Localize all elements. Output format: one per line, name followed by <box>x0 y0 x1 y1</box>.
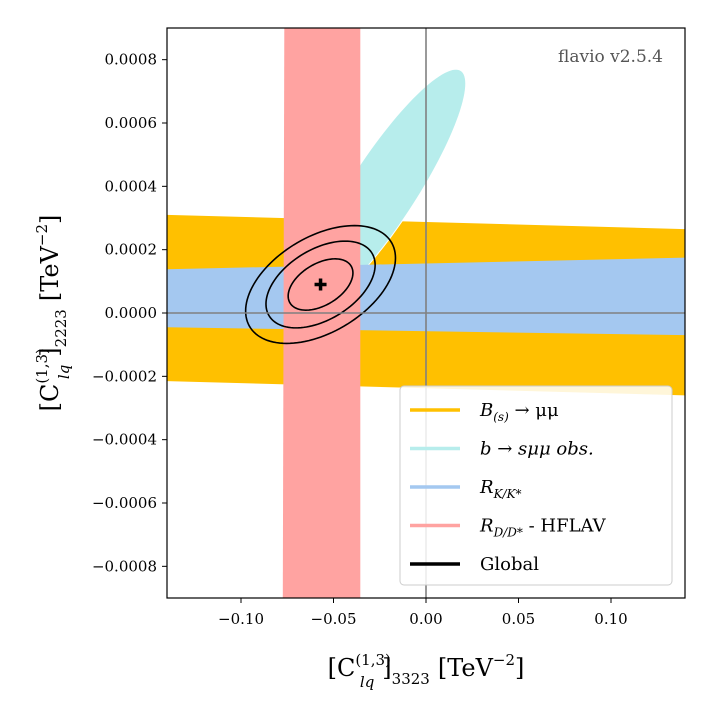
global-contour-1sigma <box>287 258 354 311</box>
y-tick-label: −0.0002 <box>92 367 157 385</box>
legend-label: B(s) → μμ <box>479 400 559 424</box>
y-tick-label: −0.0004 <box>92 431 157 449</box>
x-tick-label: 0.10 <box>594 610 627 628</box>
x-tick-label: −0.10 <box>218 610 264 628</box>
y-tick-label: 0.0008 <box>105 51 158 69</box>
x-tick-label: 0.00 <box>409 610 442 628</box>
y-tick-label: 0.0000 <box>105 304 158 322</box>
legend-box <box>399 385 673 586</box>
legend-label: b → sμμ obs. <box>480 439 594 460</box>
x-tick-label: −0.05 <box>311 610 357 628</box>
y-tick-label: −0.0006 <box>92 494 157 512</box>
legend-label: RD/D* - HFLAV <box>479 516 607 540</box>
band-r-d-d-hflav <box>282 28 361 598</box>
y-tick-label: 0.0004 <box>105 177 158 195</box>
y-tick-label: 0.0002 <box>105 241 158 259</box>
y-axis-ticks: 0.0008 0.0006 0.0004 0.0002 0.0000 −0.0002 −0.… <box>92 51 167 575</box>
x-axis-label: [C(1,3) lq]3323 [TeV−2] <box>328 651 525 691</box>
legend-label: RK/K* <box>479 477 522 501</box>
legend-label: Global <box>480 554 539 575</box>
global-contour-2sigma <box>265 240 376 329</box>
plot-area <box>167 28 685 598</box>
y-tick-label: −0.0008 <box>92 557 157 575</box>
x-axis-ticks: −0.10 −0.05 0.00 0.05 0.10 <box>218 598 628 628</box>
y-axis-label: [C(1,3) lq]2223[TeV−2] <box>33 215 73 412</box>
x-tick-label: 0.05 <box>502 610 535 628</box>
global-contour-3sigma <box>244 224 397 345</box>
watermark-text: flavio v2.5.4 <box>558 47 663 67</box>
y-tick-label: 0.0006 <box>105 114 158 132</box>
legend: B(s) → μμ b → sμμ obs. RK/K* RD/D* - HFLAV G… <box>399 385 673 586</box>
best-fit-marker <box>314 278 327 291</box>
